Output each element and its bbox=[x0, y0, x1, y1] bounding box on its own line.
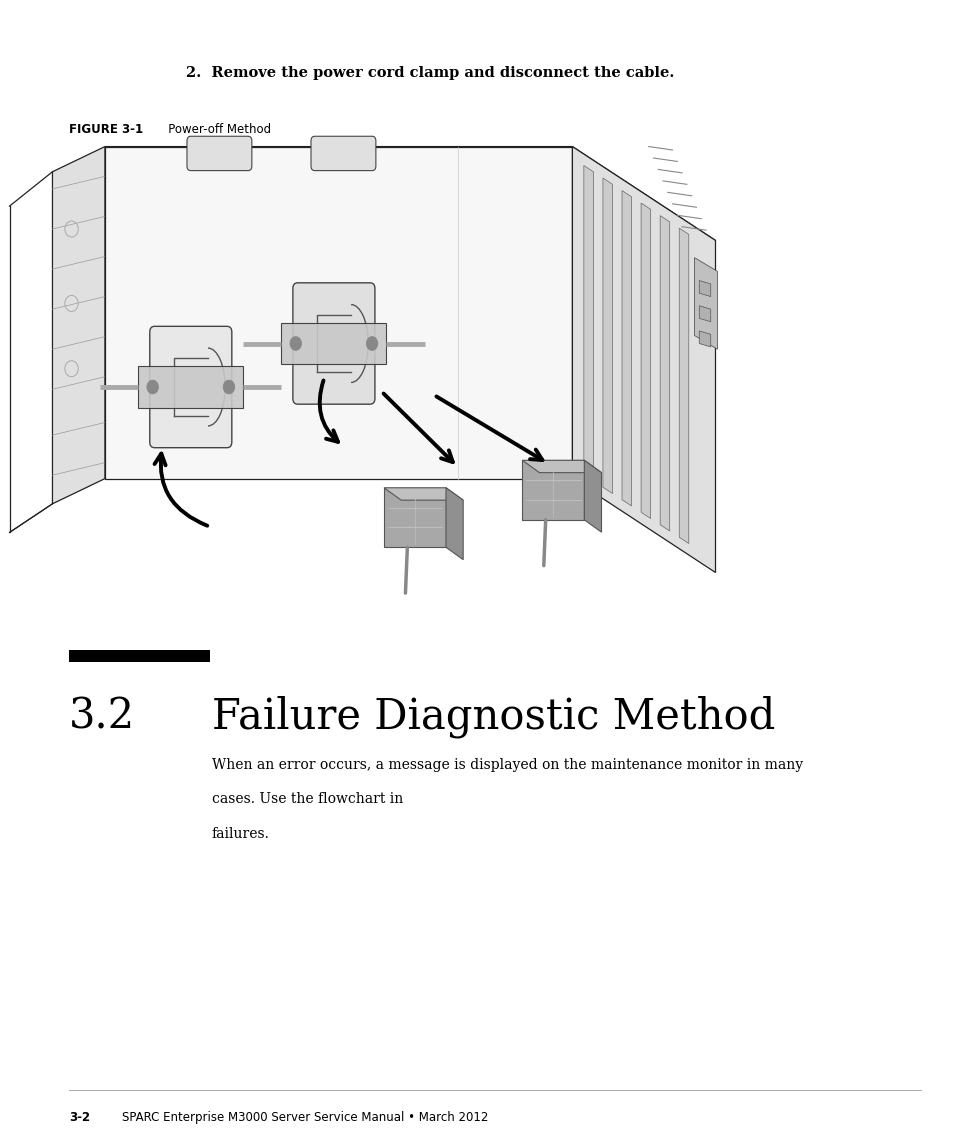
Text: 3-2: 3-2 bbox=[69, 1111, 90, 1123]
Text: FIGURE 3-1: FIGURE 3-1 bbox=[69, 123, 143, 135]
FancyBboxPatch shape bbox=[293, 283, 375, 404]
Bar bbox=[69, 650, 210, 662]
Polygon shape bbox=[445, 488, 463, 560]
Text: cases. Use the flowchart in: cases. Use the flowchart in bbox=[212, 792, 407, 806]
Polygon shape bbox=[602, 177, 612, 493]
FancyBboxPatch shape bbox=[150, 326, 232, 448]
FancyBboxPatch shape bbox=[311, 136, 375, 171]
Polygon shape bbox=[699, 331, 710, 347]
Text: Failure Diagnostic Method: Failure Diagnostic Method bbox=[212, 695, 775, 737]
Polygon shape bbox=[281, 323, 386, 364]
Polygon shape bbox=[383, 488, 445, 547]
Text: 3.2: 3.2 bbox=[69, 695, 134, 737]
FancyBboxPatch shape bbox=[187, 136, 252, 171]
Polygon shape bbox=[105, 147, 715, 240]
Polygon shape bbox=[694, 258, 717, 349]
Text: 2.  Remove the power cord clamp and disconnect the cable.: 2. Remove the power cord clamp and disco… bbox=[186, 66, 674, 80]
Polygon shape bbox=[621, 190, 631, 506]
Polygon shape bbox=[522, 460, 583, 520]
Text: SPARC Enterprise M3000 Server Service Manual • March 2012: SPARC Enterprise M3000 Server Service Ma… bbox=[107, 1111, 488, 1123]
Polygon shape bbox=[659, 215, 669, 531]
Polygon shape bbox=[583, 166, 593, 481]
Polygon shape bbox=[522, 460, 600, 473]
Text: Power-off Method: Power-off Method bbox=[157, 123, 272, 135]
Polygon shape bbox=[699, 306, 710, 322]
Polygon shape bbox=[640, 203, 650, 519]
Polygon shape bbox=[52, 147, 105, 504]
Circle shape bbox=[366, 337, 377, 350]
Polygon shape bbox=[699, 281, 710, 297]
Text: When an error occurs, a message is displayed on the maintenance monitor in many: When an error occurs, a message is displ… bbox=[212, 758, 802, 772]
Circle shape bbox=[147, 380, 158, 394]
Polygon shape bbox=[138, 366, 243, 408]
Text: failures.: failures. bbox=[212, 827, 270, 840]
Circle shape bbox=[223, 380, 234, 394]
Polygon shape bbox=[679, 228, 688, 544]
Polygon shape bbox=[583, 460, 600, 532]
Polygon shape bbox=[572, 147, 715, 572]
Polygon shape bbox=[105, 147, 572, 479]
Circle shape bbox=[290, 337, 301, 350]
Polygon shape bbox=[383, 488, 463, 500]
